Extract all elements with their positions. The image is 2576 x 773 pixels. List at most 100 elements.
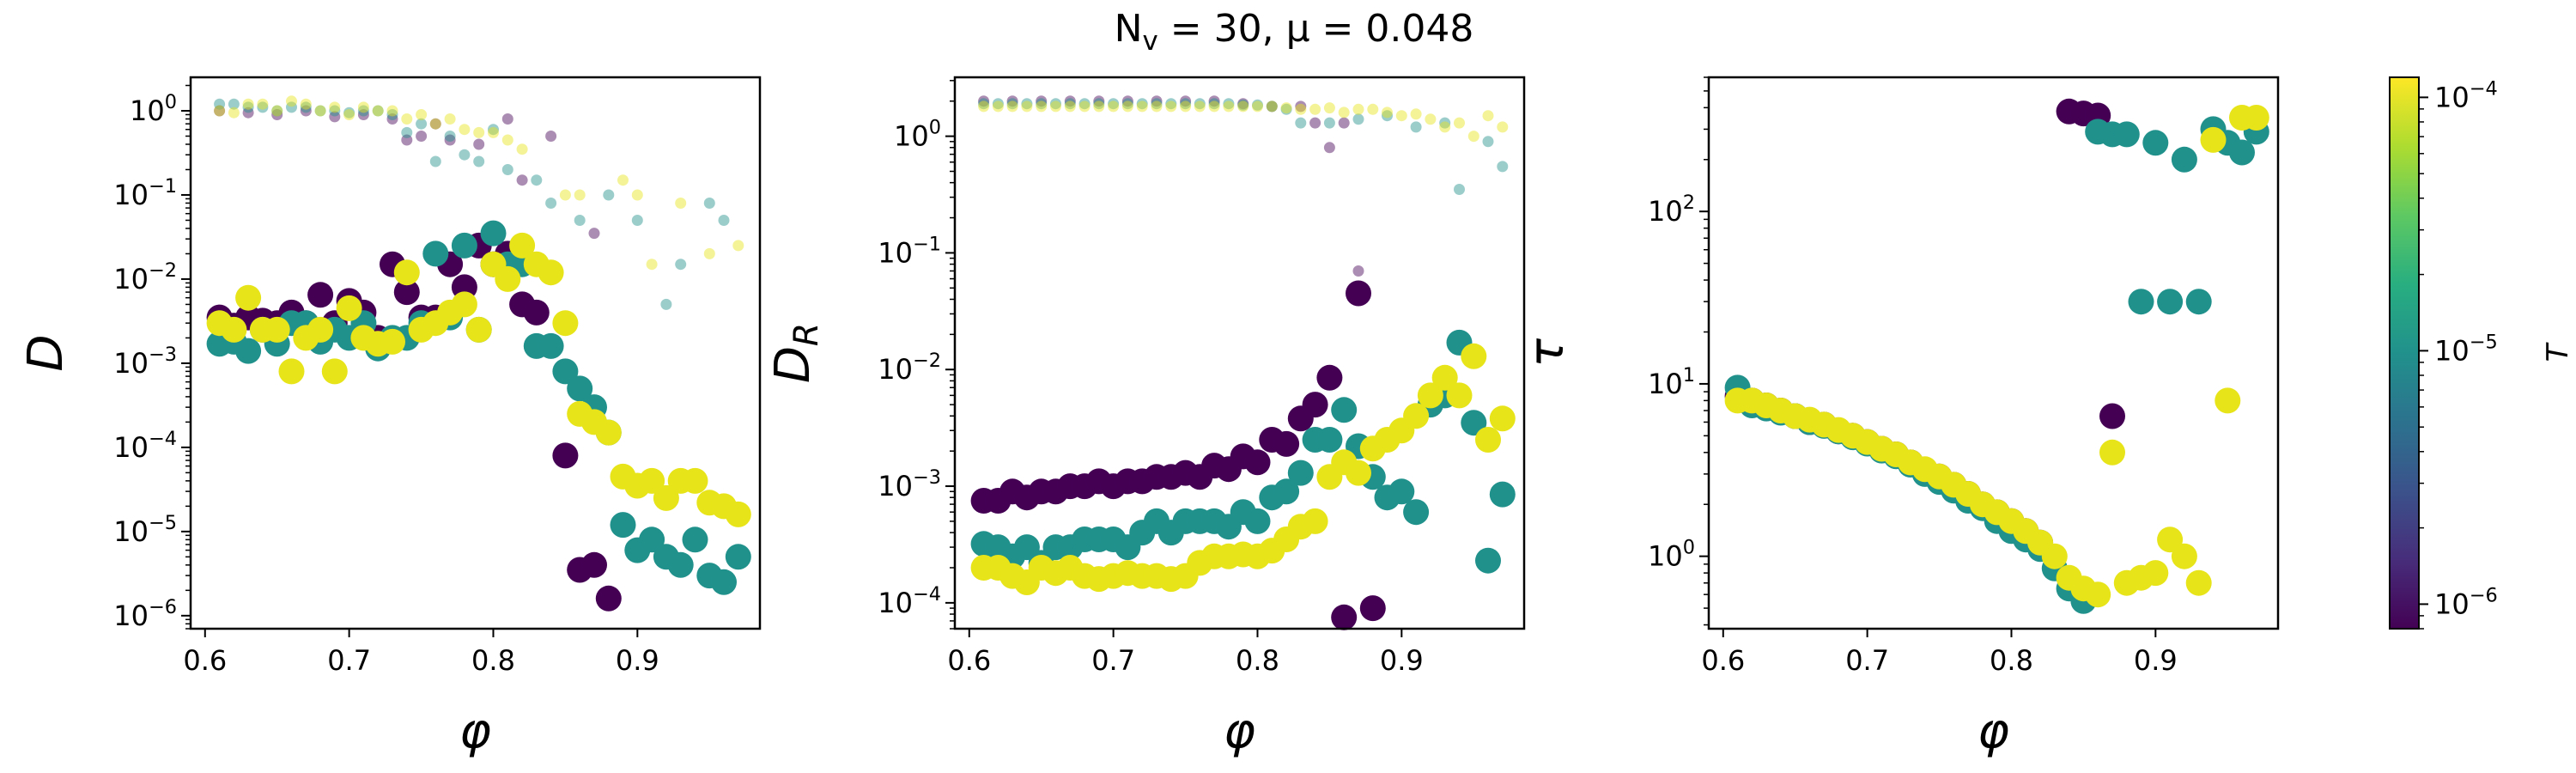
x-tick-label: 0.7 <box>1845 644 1889 677</box>
data-point-high-large <box>2171 543 2197 569</box>
data-point-high-small <box>459 124 471 136</box>
y-axis-label: τ <box>1519 338 1575 368</box>
data-point-high-small <box>617 174 629 186</box>
data-point-mid-small <box>1006 98 1018 110</box>
data-point-low-small <box>516 174 528 186</box>
data-point-low-large <box>393 279 420 306</box>
data-point-mid-small <box>214 98 226 110</box>
data-point-mid-small <box>257 101 269 113</box>
x-tick-label: 0.7 <box>327 644 371 677</box>
data-point-low-small <box>588 228 600 240</box>
data-point-high-large <box>2200 126 2227 153</box>
y-tick-label: 101​ <box>1648 364 1695 400</box>
data-point-mid-small <box>1194 98 1206 110</box>
data-point-mid-small <box>286 101 297 113</box>
data-point-high-small <box>1093 100 1105 113</box>
data-point-high-small <box>242 98 254 110</box>
data-point-low-small <box>1036 95 1048 107</box>
data-point-high-small <box>1151 100 1163 113</box>
data-point-high-large <box>495 265 521 292</box>
data-point-mid-large <box>1475 547 1501 574</box>
data-point-mid-small <box>1280 103 1292 115</box>
data-point-mid-small <box>1382 110 1393 122</box>
data-point-mid-large <box>1388 478 1415 505</box>
data-point-mid-small <box>631 215 643 226</box>
data-point-mid-small <box>242 101 254 113</box>
data-point-high-small <box>1323 102 1335 114</box>
data-point-low-small <box>1121 95 1133 107</box>
data-point-low-small <box>1295 100 1307 113</box>
data-point-mid-large <box>1287 460 1314 486</box>
data-point-mid-large <box>2113 121 2140 148</box>
data-point-mid-small <box>1136 98 1148 110</box>
data-point-low-small <box>271 109 283 120</box>
data-point-low-small <box>1266 100 1278 113</box>
y-tick-label: 100​ <box>1648 537 1695 573</box>
data-point-high-small <box>978 100 990 113</box>
data-point-mid-small <box>386 109 398 120</box>
data-point-low-small <box>1352 265 1364 277</box>
data-point-high-small <box>703 247 715 259</box>
data-point-high-small <box>1382 107 1393 119</box>
y-axis-label: D <box>18 334 74 371</box>
data-point-high-small <box>1078 100 1091 113</box>
data-point-high-small <box>488 126 499 138</box>
data-point-high-large <box>1417 382 1443 409</box>
data-point-high-small <box>228 107 240 119</box>
data-point-mid-small <box>1050 98 1061 110</box>
x-tick-label: 0.9 <box>2134 644 2178 677</box>
colorbar-tick-label: 10−5​ <box>2434 331 2498 367</box>
data-point-high-small <box>429 118 441 130</box>
data-point-high-small <box>1180 100 1192 113</box>
data-point-low-small <box>1338 117 1350 129</box>
colorbar: 10−6​ 10−5​ 10−4​ T <box>2389 76 2575 630</box>
data-point-mid-small <box>978 98 990 110</box>
data-point-high-small <box>386 105 398 117</box>
data-point-mid-small <box>329 105 341 117</box>
data-point-low-small <box>1208 95 1220 107</box>
x-tick-label: 0.8 <box>471 644 515 677</box>
data-point-high-small <box>357 101 369 113</box>
data-point-high-small <box>1425 113 1437 125</box>
data-point-mid-small <box>992 98 1004 110</box>
data-point-low-small <box>1237 98 1249 110</box>
data-point-high-large <box>1302 508 1328 534</box>
axes-frame <box>1707 76 2280 630</box>
data-point-high-small <box>1352 103 1364 115</box>
data-point-high-large <box>1403 403 1430 429</box>
data-point-mid-large <box>1461 410 1487 436</box>
data-point-mid-small <box>228 98 240 110</box>
data-point-low-small <box>242 107 254 119</box>
data-point-high-small <box>1439 121 1451 133</box>
data-point-mid-large <box>2171 146 2197 173</box>
data-point-high-small <box>1223 100 1235 113</box>
data-point-mid-small <box>357 105 369 117</box>
data-point-high-large <box>1346 460 1371 486</box>
data-point-high-small <box>1208 100 1220 113</box>
data-point-low-small <box>1093 95 1105 107</box>
data-point-high-small <box>1454 117 1465 129</box>
data-point-mid-small <box>1454 184 1465 195</box>
data-point-high-small <box>1050 100 1061 113</box>
data-point-high-large <box>264 316 290 343</box>
data-point-mid-small <box>660 298 672 310</box>
data-point-high-small <box>314 105 326 117</box>
data-point-low-large <box>1316 364 1343 391</box>
axes-frame <box>953 76 1526 630</box>
data-point-high-small <box>1482 110 1494 122</box>
data-point-mid-small <box>429 155 441 167</box>
data-point-high-large <box>2099 439 2125 466</box>
data-point-high-large <box>1446 382 1473 409</box>
y-tick-label: 10−3​ <box>113 344 177 380</box>
data-point-mid-large <box>2157 289 2184 315</box>
data-point-mid-small <box>703 198 715 209</box>
data-point-low-small <box>1151 95 1163 107</box>
data-point-low-small <box>357 109 369 120</box>
y-axis-label: DR​ <box>765 323 826 383</box>
panel-DR: 0.6 0.7 0.8 0.9 10−4​ 10−3​ 10−2​ 10−1​ 100​ φ DR​ <box>765 76 1526 759</box>
data-point-high-large <box>682 467 708 494</box>
colorbar-tick-label: 10−4​ <box>2434 77 2498 113</box>
data-point-low-small <box>1309 117 1321 129</box>
data-point-mid-small <box>1021 98 1033 110</box>
data-point-mid-small <box>401 126 413 138</box>
